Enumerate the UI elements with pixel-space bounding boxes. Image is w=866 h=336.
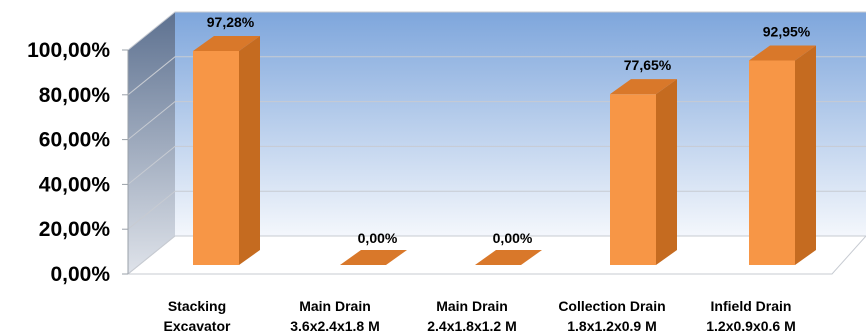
- data-label: 0,00%: [358, 230, 398, 246]
- data-label: 0,00%: [493, 230, 533, 246]
- y-tick-label: 60,00%: [39, 129, 111, 152]
- bar-top: [193, 35, 260, 51]
- bar-top: [749, 45, 816, 61]
- y-tick-label: 20,00%: [39, 218, 111, 241]
- bar: [610, 79, 677, 265]
- bar: [475, 250, 542, 265]
- data-label: 92,95%: [763, 24, 811, 40]
- gridline: [127, 56, 866, 96]
- x-tick-label: Stacking Excavator: [164, 298, 231, 334]
- y-axis: 0,00% 20,00% 40,00% 60,00% 80,00% 100,00%: [27, 39, 128, 286]
- bar: [193, 35, 260, 265]
- x-tick-label: Collection Drain 1.8x1.2x0.9 M: [558, 298, 665, 334]
- y-tick-label: 40,00%: [39, 173, 111, 196]
- bar-front: [610, 94, 656, 265]
- back-wall: [175, 12, 866, 236]
- side-wall: [128, 12, 175, 274]
- bar-top: [340, 250, 407, 265]
- bar-front: [749, 60, 795, 266]
- data-label: 77,65%: [624, 57, 672, 73]
- y-tick-label: 80,00%: [39, 84, 111, 107]
- bar: [749, 45, 816, 266]
- bar-side: [656, 79, 677, 265]
- data-label: 97,28%: [207, 14, 255, 30]
- gridlines: [127, 11, 866, 275]
- x-tick-label: Main Drain 2.4x1.8x1.2 M: [427, 298, 517, 334]
- x-tick-label: Main Drain 3.6x2.4x1.8 M: [290, 298, 380, 334]
- x-axis: Stacking Excavator Main Drain 3.6x2.4x1.8 M…: [164, 298, 796, 334]
- bar-side: [795, 45, 816, 266]
- x-tick-label: Infield Drain 1.2x0.9x0.6 M: [706, 298, 796, 334]
- bar-front: [193, 50, 239, 265]
- y-tick-label: 0,00%: [50, 263, 110, 286]
- bar-top: [610, 79, 677, 95]
- bar-side: [239, 35, 260, 265]
- bar: [340, 250, 407, 265]
- bars: [193, 35, 816, 266]
- bar-top: [475, 250, 542, 265]
- gridline: [127, 11, 866, 51]
- y-tick-label: 100,00%: [27, 39, 110, 62]
- data-labels: 97,28% 0,00% 0,00% 77,65% 92,95%: [207, 14, 811, 246]
